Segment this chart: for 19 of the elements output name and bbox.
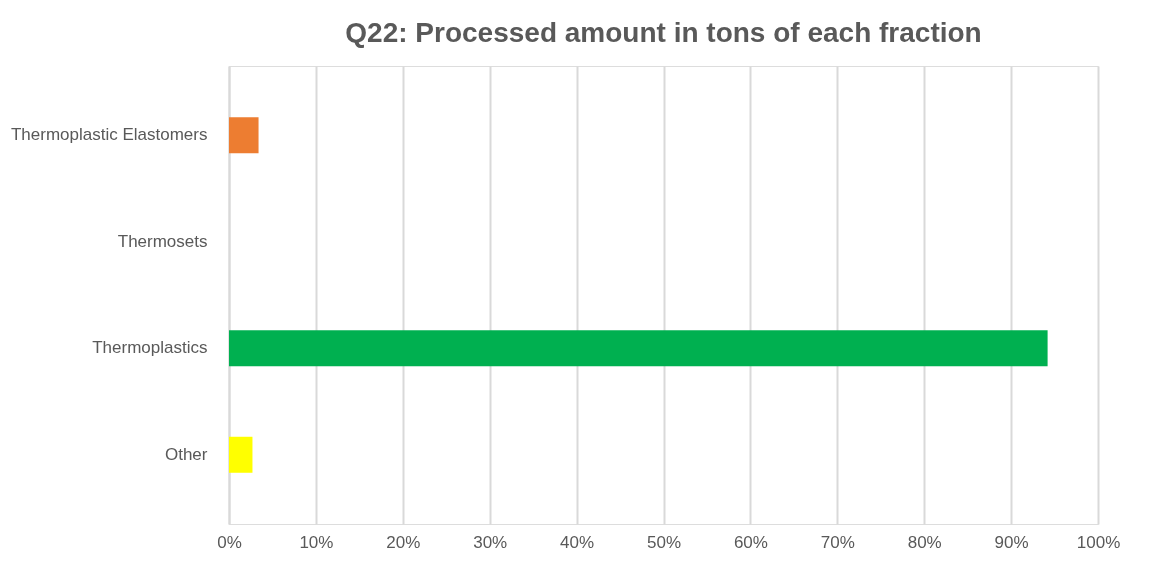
bar (229, 117, 259, 154)
y-tick-label: Thermosets (117, 231, 208, 251)
x-tick-label: 80% (907, 532, 942, 552)
x-tick-label: 0% (217, 532, 242, 552)
x-tick-label: 10% (299, 532, 334, 552)
bar (229, 436, 253, 473)
bar (229, 330, 1048, 367)
x-tick-label: 70% (820, 532, 855, 552)
x-tick-label: 50% (646, 532, 682, 552)
y-tick-label: Thermoplastic Elastomers (10, 125, 208, 145)
x-tick-label: 20% (386, 532, 421, 552)
x-tick-label: 40% (560, 532, 595, 552)
chart-title: Q22: Processed amount in tons of each fraction (345, 17, 982, 48)
x-tick-label: 100% (1076, 532, 1121, 552)
x-tick-label: 30% (473, 532, 508, 552)
x-tick-label: 60% (733, 532, 768, 552)
y-tick-label: Other (164, 444, 208, 464)
y-tick-label: Thermoplastics (92, 338, 208, 358)
x-tick-label: 90% (994, 532, 1029, 552)
